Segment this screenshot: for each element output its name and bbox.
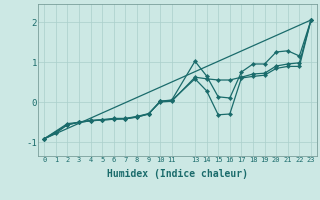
- X-axis label: Humidex (Indice chaleur): Humidex (Indice chaleur): [107, 169, 248, 179]
